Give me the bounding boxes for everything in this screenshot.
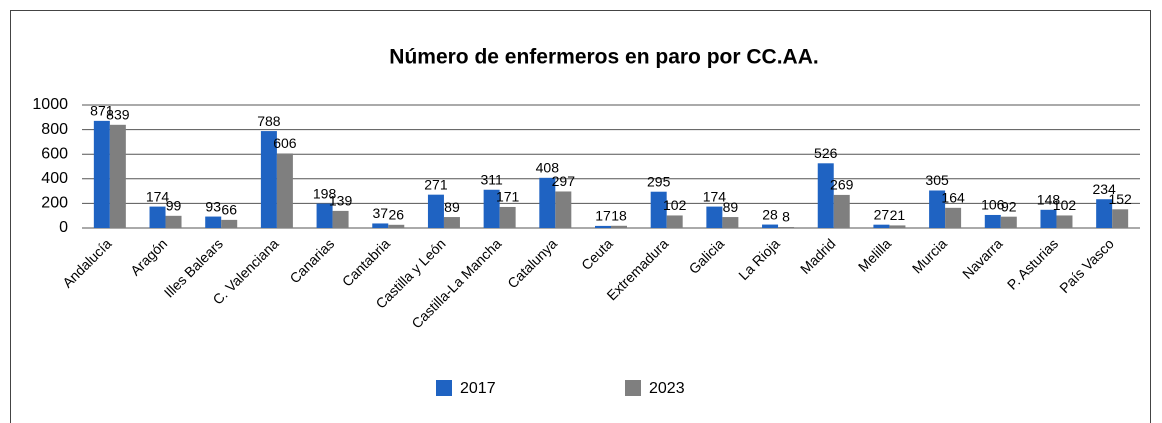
data-label: 106 [981, 197, 1005, 213]
data-label: 606 [273, 135, 297, 151]
bar [443, 217, 460, 228]
data-label: 198 [313, 185, 337, 201]
bar [276, 153, 293, 228]
data-label: 311 [480, 171, 503, 187]
bar [427, 194, 444, 228]
data-label: 8 [782, 209, 790, 225]
bar [539, 177, 556, 228]
bar [873, 224, 890, 228]
data-label: 234 [1092, 181, 1116, 197]
legend-swatch [625, 380, 641, 396]
bar [555, 191, 572, 228]
bar [93, 120, 110, 228]
legend-swatch [436, 380, 452, 396]
bar [817, 163, 834, 228]
data-label: 99 [166, 198, 182, 214]
bar [929, 190, 946, 228]
data-label: 102 [1053, 197, 1077, 213]
data-label: 37 [372, 205, 388, 221]
data-label: 526 [814, 145, 838, 161]
data-label: 17 [595, 208, 611, 224]
bar [372, 223, 389, 228]
bar [1056, 215, 1073, 228]
bar [149, 206, 166, 228]
data-label: 164 [941, 190, 965, 206]
data-label: 788 [257, 113, 281, 129]
bar [316, 203, 333, 228]
bar [1040, 209, 1057, 228]
data-label: 152 [1108, 191, 1132, 207]
bar [611, 225, 627, 228]
bar [666, 215, 683, 228]
data-label: 297 [552, 173, 576, 189]
bar [332, 210, 349, 228]
data-label: 269 [830, 177, 854, 193]
data-label: 102 [663, 197, 687, 213]
y-tick-label: 200 [41, 195, 68, 212]
bar [595, 225, 611, 228]
data-label: 305 [925, 172, 949, 188]
bar [260, 131, 277, 228]
data-label: 148 [1037, 191, 1061, 207]
bar [499, 206, 516, 228]
data-label: 139 [329, 193, 353, 209]
data-label: 18 [611, 207, 627, 223]
bar [778, 227, 795, 228]
data-label: 28 [762, 206, 778, 222]
data-label: 408 [536, 160, 560, 176]
data-label: 871 [90, 103, 114, 119]
data-label: 92 [1001, 198, 1017, 214]
bar [1000, 216, 1017, 228]
bar [945, 207, 962, 228]
chart-title: Número de enfermeros en paro por CC.AA. [389, 46, 818, 69]
y-tick-label: 400 [41, 170, 68, 187]
y-tick-label: 0 [59, 219, 68, 236]
y-tick-label: 800 [41, 121, 68, 138]
bar [1112, 209, 1129, 228]
data-label: 295 [647, 173, 671, 189]
data-label: 89 [723, 199, 739, 215]
data-label: 26 [388, 207, 404, 223]
y-tick-label: 600 [41, 145, 68, 162]
bar [388, 224, 405, 228]
bar [833, 194, 850, 228]
y-tick-label: 1000 [32, 96, 68, 113]
data-label: 93 [205, 198, 221, 214]
legend-label: 2017 [460, 380, 496, 397]
legend-label: 2023 [649, 380, 685, 397]
bar [762, 224, 779, 228]
bar [483, 189, 500, 228]
bar [221, 219, 238, 228]
data-label: 89 [444, 199, 460, 215]
data-label: 839 [106, 107, 130, 123]
bar [650, 191, 667, 228]
bar [722, 217, 739, 228]
data-label: 174 [703, 188, 727, 204]
data-label: 171 [496, 189, 520, 205]
bar [109, 124, 126, 228]
data-label: 27 [874, 206, 890, 222]
data-label: 21 [890, 207, 906, 223]
data-label: 66 [221, 202, 237, 218]
bar [984, 214, 1001, 228]
data-label: 271 [424, 176, 448, 192]
data-label: 174 [146, 188, 170, 204]
bar [1096, 199, 1113, 228]
bar [889, 225, 906, 228]
bar [706, 206, 723, 228]
bar [165, 215, 182, 228]
bar [205, 216, 222, 228]
